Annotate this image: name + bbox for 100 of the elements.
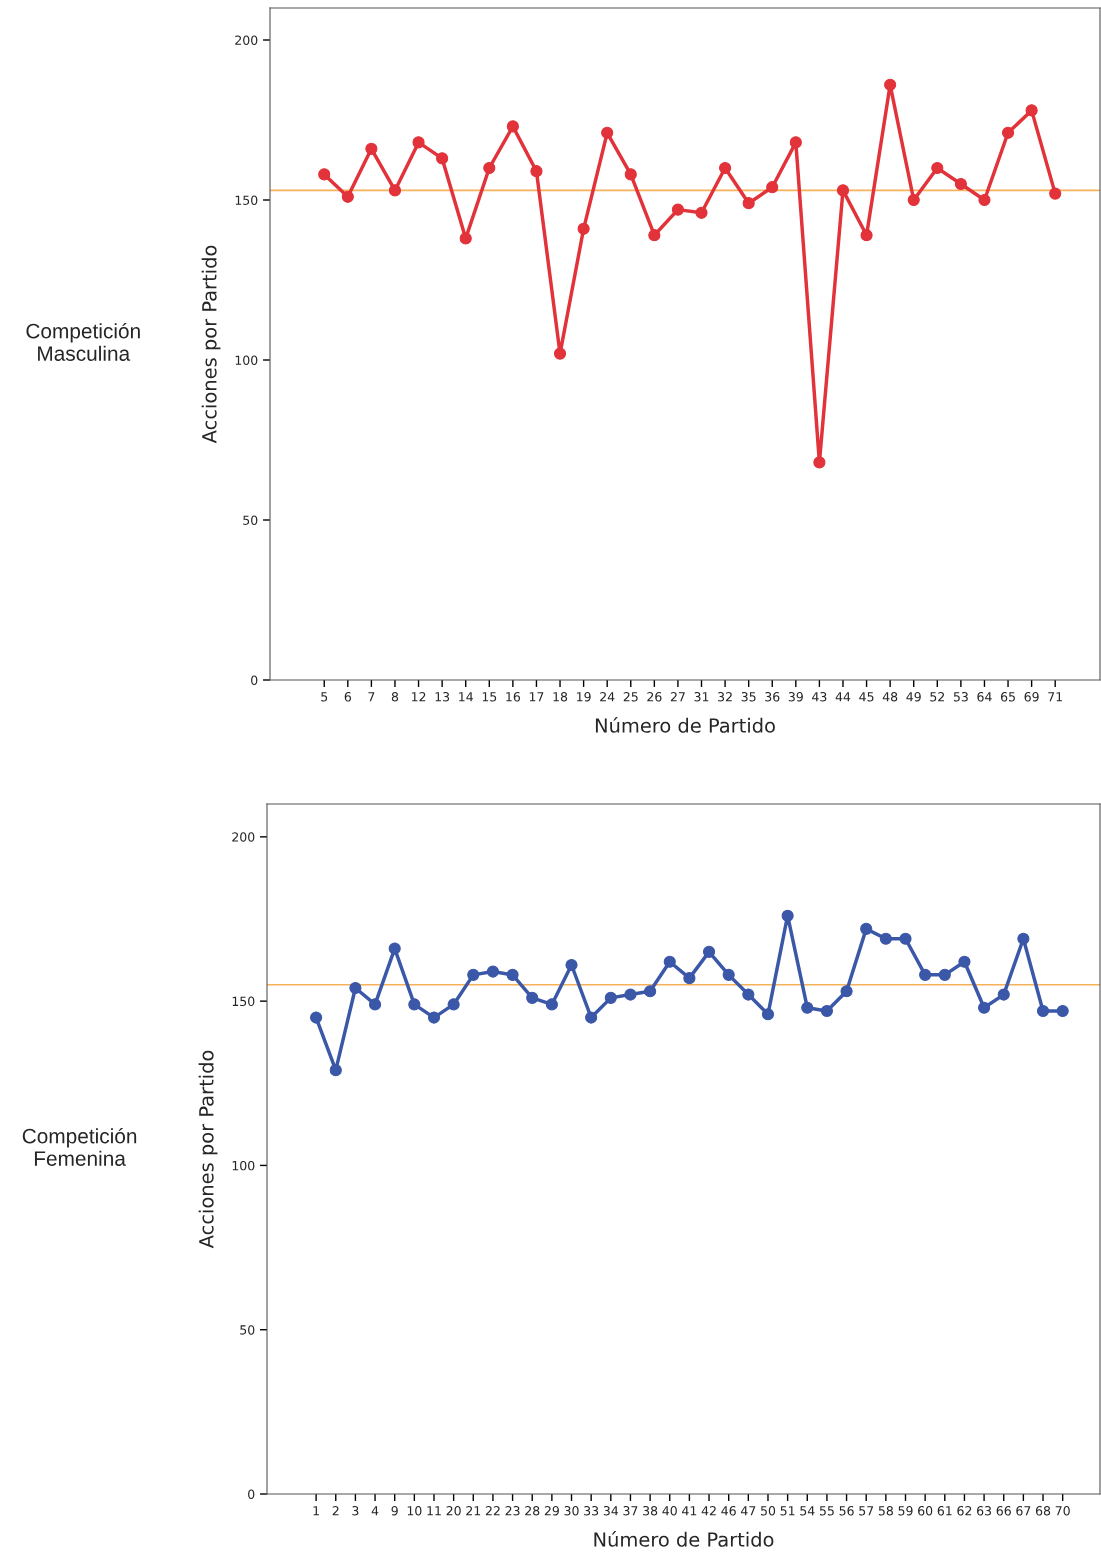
x-tick-label: 33 bbox=[584, 1506, 599, 1516]
x-tick-label: 28 bbox=[525, 1506, 540, 1516]
x-tick-label: 52 bbox=[930, 692, 944, 702]
x-tick-label: 37 bbox=[623, 1506, 638, 1516]
point bbox=[526, 991, 539, 1004]
x-tick-label: 24 bbox=[600, 692, 615, 702]
point bbox=[958, 955, 971, 968]
y-tick-label: 150 bbox=[235, 195, 258, 205]
x-tick-label: 17 bbox=[529, 692, 544, 702]
point bbox=[436, 152, 449, 165]
point bbox=[644, 985, 657, 998]
x-tick-label: 7 bbox=[368, 692, 375, 702]
point bbox=[860, 229, 873, 242]
x-tick-label: 39 bbox=[788, 692, 803, 702]
x-tick-label: 64 bbox=[977, 692, 992, 702]
x-tick-label: 55 bbox=[819, 1506, 834, 1516]
x-tick-label: 16 bbox=[506, 692, 521, 702]
x-tick-label: 63 bbox=[977, 1506, 992, 1516]
point bbox=[604, 991, 617, 1004]
point bbox=[577, 222, 590, 235]
x-tick-label: 66 bbox=[996, 1506, 1011, 1516]
x-tick-label: 70 bbox=[1055, 1506, 1070, 1516]
text: Competición Femenina bbox=[22, 1127, 137, 1166]
point bbox=[683, 972, 696, 985]
x-tick-label: 38 bbox=[643, 1506, 658, 1516]
point bbox=[954, 177, 967, 191]
point bbox=[879, 932, 892, 945]
x-tick-label: 42 bbox=[701, 1506, 716, 1516]
y-tick-label: 50 bbox=[243, 515, 258, 525]
x-tick-label: 32 bbox=[718, 692, 732, 702]
x-tick-label: 67 bbox=[1016, 1506, 1031, 1516]
x-tick-label: 36 bbox=[765, 692, 780, 702]
point bbox=[545, 998, 558, 1011]
point bbox=[388, 184, 402, 197]
point bbox=[742, 988, 755, 1001]
point bbox=[884, 78, 897, 91]
x-tick-label: 43 bbox=[812, 692, 827, 702]
x-tick-label: 59 bbox=[898, 1506, 913, 1516]
point bbox=[585, 1011, 598, 1024]
point bbox=[601, 126, 614, 139]
y-tick-label: 0 bbox=[251, 675, 258, 685]
point bbox=[722, 968, 735, 981]
point bbox=[899, 932, 912, 945]
x-tick-label: 10 bbox=[407, 1506, 422, 1516]
x-tick-label: 19 bbox=[577, 692, 591, 702]
x-tick-label: 68 bbox=[1035, 1506, 1051, 1516]
point bbox=[447, 998, 460, 1011]
point bbox=[318, 168, 331, 181]
x-tick-label: 51 bbox=[780, 1506, 795, 1516]
y-tick-label: 200 bbox=[235, 35, 258, 45]
point bbox=[408, 998, 421, 1011]
x-tick-label: 6 bbox=[344, 692, 351, 702]
x-tick-label: 45 bbox=[859, 692, 874, 702]
x-tick-label: 15 bbox=[482, 692, 497, 702]
point bbox=[427, 1011, 441, 1024]
x-tick-label: 18 bbox=[553, 692, 568, 702]
x-tick-label: 21 bbox=[466, 1506, 481, 1516]
x-tick-label: 41 bbox=[682, 1506, 697, 1516]
point bbox=[907, 193, 920, 207]
point bbox=[341, 190, 354, 203]
point bbox=[506, 120, 519, 133]
x-tick-label: 60 bbox=[918, 1506, 933, 1516]
y-tick-label: 150 bbox=[232, 996, 255, 1007]
x-tick-label: 40 bbox=[662, 1506, 677, 1516]
x-tick-label: 26 bbox=[647, 692, 662, 702]
point bbox=[648, 229, 661, 242]
point bbox=[506, 968, 519, 981]
x-tick-label: 56 bbox=[839, 1506, 854, 1516]
point bbox=[931, 161, 944, 175]
point bbox=[919, 968, 932, 981]
point bbox=[1025, 104, 1038, 117]
x-tick-label: 61 bbox=[937, 1506, 952, 1516]
point bbox=[467, 968, 480, 981]
point bbox=[840, 985, 853, 998]
point bbox=[663, 955, 676, 968]
point bbox=[1056, 1004, 1069, 1018]
point bbox=[813, 456, 826, 469]
point bbox=[553, 347, 567, 360]
x-tick-label: 27 bbox=[670, 692, 685, 702]
y-axis-title: Acciones por Partido bbox=[201, 245, 221, 444]
x-tick-label: 20 bbox=[446, 1506, 461, 1516]
point bbox=[565, 958, 578, 972]
x-tick-label: 48 bbox=[882, 692, 898, 702]
point bbox=[1001, 126, 1015, 139]
point bbox=[820, 1004, 833, 1018]
point bbox=[671, 203, 684, 216]
x-tick-label: 9 bbox=[391, 1506, 398, 1516]
point bbox=[695, 206, 708, 219]
point bbox=[1049, 187, 1062, 200]
point bbox=[368, 998, 382, 1011]
x-tick-label: 25 bbox=[623, 692, 638, 702]
point bbox=[365, 142, 378, 155]
point bbox=[388, 942, 401, 955]
x-tick-label: 4 bbox=[371, 1506, 379, 1516]
x-tick-label: 12 bbox=[411, 692, 426, 702]
point bbox=[530, 165, 543, 178]
x-tick-label: 29 bbox=[544, 1506, 559, 1516]
x-tick-label: 53 bbox=[953, 692, 968, 702]
point bbox=[310, 1011, 323, 1024]
x-tick-label: 3 bbox=[352, 1506, 359, 1516]
